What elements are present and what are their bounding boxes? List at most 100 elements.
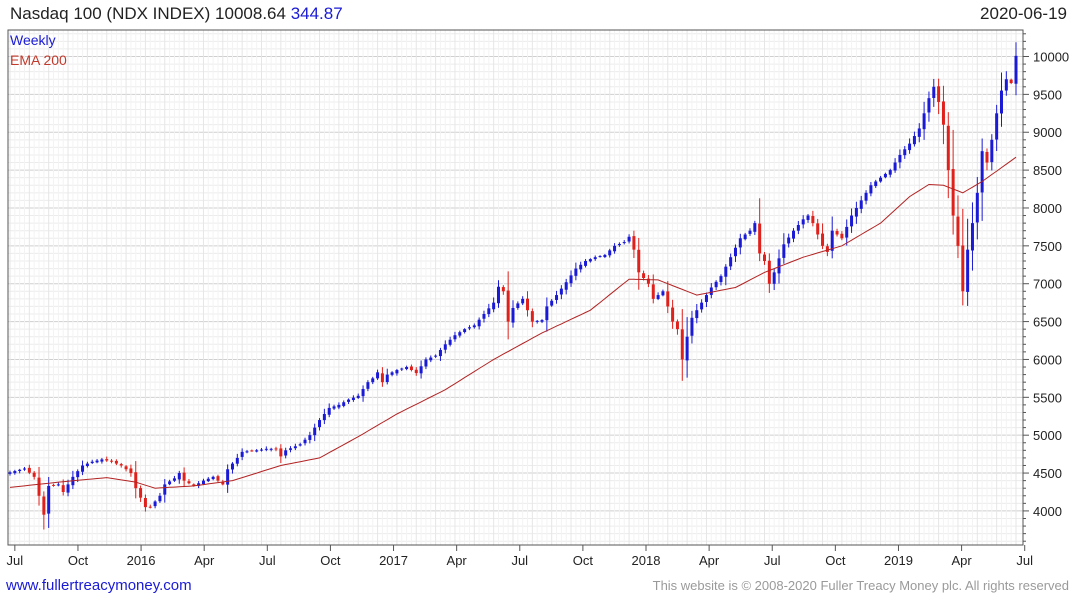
candle-body (177, 473, 181, 480)
candle-body (114, 460, 118, 464)
x-tick-label: Apr (951, 553, 972, 568)
candle-body (187, 481, 191, 484)
candle-body (738, 238, 742, 248)
last-price: 10008.64 (215, 4, 286, 23)
candle-body (526, 298, 530, 311)
y-tick-label: 6000 (1033, 352, 1062, 367)
candle-body (714, 281, 718, 288)
candle-body (76, 471, 80, 478)
candle-body (1014, 55, 1018, 84)
x-tick-label: 2017 (379, 553, 408, 568)
candle-body (622, 242, 626, 244)
candle-body (168, 481, 172, 485)
y-tick-label: 10000 (1033, 50, 1069, 65)
website-link[interactable]: www.fullertreacymoney.com (6, 577, 192, 594)
candle-body (492, 302, 496, 310)
candle-body (376, 372, 380, 379)
candle-body (226, 469, 230, 485)
candle-body (129, 468, 133, 474)
candle-body (854, 207, 858, 217)
candle-body (303, 439, 307, 444)
candle-body (293, 446, 297, 449)
chart-header: Nasdaq 100 (NDX INDEX) 10008.64 344.87 (10, 4, 343, 24)
candle-body (898, 154, 902, 163)
candle-body (579, 264, 583, 270)
y-tick-label: 7500 (1033, 239, 1062, 254)
candle-body (767, 260, 771, 284)
candle-body (613, 245, 617, 252)
candle-body (385, 374, 389, 383)
y-tick-label: 5000 (1033, 428, 1062, 443)
price-change: 344.87 (290, 4, 343, 23)
x-tick-label: Oct (68, 553, 89, 568)
candle-body (777, 258, 781, 274)
chart-grid (8, 30, 1023, 545)
candle-body (27, 467, 31, 473)
candle-body (380, 373, 384, 383)
candle-body (347, 399, 351, 402)
candlestick-series (8, 42, 1018, 530)
candle-body (139, 488, 143, 498)
candle-body (419, 366, 423, 374)
candle-body (463, 329, 467, 333)
candle-body (584, 260, 588, 266)
candle-body (695, 310, 699, 319)
candle-body (608, 250, 612, 256)
candle-body (651, 284, 655, 299)
candle-body (322, 413, 326, 421)
candle-body (405, 367, 409, 370)
candle-body (680, 329, 684, 360)
x-tick-label: Oct (573, 553, 594, 568)
candle-body (758, 223, 762, 254)
candle-body (995, 113, 999, 140)
candle-body (390, 372, 394, 375)
candle-body (540, 320, 544, 322)
candle-body (859, 200, 863, 209)
candle-body (617, 243, 621, 246)
candle-body (908, 143, 912, 151)
candle-body (806, 215, 810, 220)
candle-body (545, 306, 549, 321)
x-tick-label: 2018 (632, 553, 661, 568)
candle-body (230, 463, 234, 470)
x-tick-label: Jul (7, 553, 24, 568)
candle-body (467, 327, 471, 329)
candle-body (637, 249, 641, 273)
candle-body (719, 276, 723, 283)
candle-body (927, 98, 931, 113)
x-tick-label: Apr (699, 553, 720, 568)
x-tick-label: 2016 (127, 553, 156, 568)
candle-body (269, 448, 273, 450)
candle-body (603, 254, 607, 258)
candle-body (163, 484, 167, 495)
candle-body (153, 501, 157, 507)
candle-body (32, 472, 36, 477)
candle-body (182, 472, 186, 481)
candle-body (535, 320, 539, 322)
candle-body (395, 370, 399, 374)
candle-body (482, 314, 486, 319)
candle-body (709, 287, 713, 295)
candle-body (574, 268, 578, 276)
candle-body (119, 464, 123, 466)
candle-body (772, 272, 776, 284)
candle-body (801, 219, 805, 225)
candle-body (8, 472, 12, 474)
candle-body (424, 359, 428, 367)
candle-body (888, 170, 892, 175)
candle-body (825, 246, 829, 252)
candle-body (816, 223, 820, 235)
candle-body (250, 450, 254, 452)
candle-body (555, 295, 559, 300)
candle-body (318, 420, 322, 428)
ema-200-line (9, 156, 1017, 489)
candle-body (966, 249, 970, 292)
candle-body (95, 460, 99, 463)
candle-body (496, 286, 500, 304)
candle-body (429, 357, 433, 361)
candle-body (903, 149, 907, 156)
candle-body (588, 259, 592, 262)
candle-body (472, 325, 476, 328)
y-axis: 4000 4500 5000 5500 6000 6500 7000 7500 8000 8500… (1023, 33, 1069, 542)
